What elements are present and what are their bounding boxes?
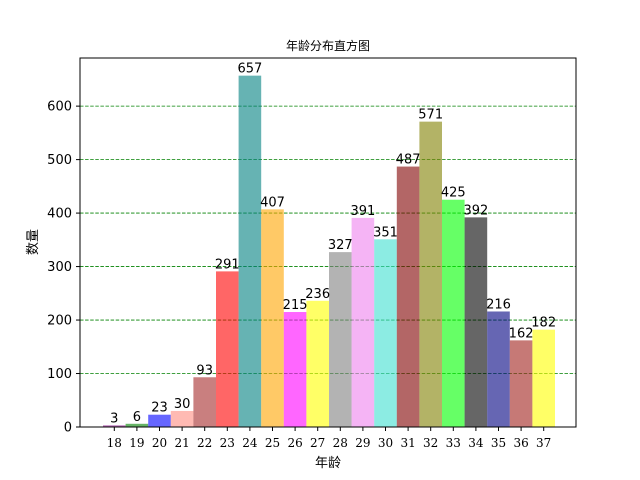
x-tick-label: 27 bbox=[310, 436, 325, 450]
bar-32 bbox=[419, 121, 442, 427]
bar-value-label: 571 bbox=[418, 108, 443, 123]
bar-37 bbox=[532, 329, 555, 427]
x-tick-label: 33 bbox=[446, 436, 461, 450]
bar-26 bbox=[283, 312, 307, 427]
bar-value-label: 391 bbox=[350, 204, 375, 219]
y-tick-label: 100 bbox=[47, 367, 72, 382]
y-tick-label: 500 bbox=[47, 153, 72, 168]
bar-value-label: 236 bbox=[305, 287, 330, 302]
y-tick-label: 200 bbox=[47, 314, 72, 329]
x-tick-label: 22 bbox=[197, 436, 212, 450]
bar-value-label: 392 bbox=[463, 203, 488, 218]
bars bbox=[103, 75, 555, 428]
bar-value-label: 6 bbox=[133, 410, 141, 425]
bar-34 bbox=[464, 217, 488, 427]
x-tick-label: 30 bbox=[378, 436, 393, 450]
x-tick-label: 25 bbox=[265, 436, 280, 450]
x-tick-label: 23 bbox=[220, 436, 235, 450]
bar-value-label: 3 bbox=[110, 411, 118, 426]
bar-value-label: 407 bbox=[260, 195, 285, 210]
bar-value-label: 657 bbox=[237, 62, 262, 77]
x-tick-label: 34 bbox=[468, 436, 484, 450]
chart-title: 年龄分布直方图 bbox=[286, 38, 370, 53]
x-tick-label: 24 bbox=[242, 436, 258, 450]
bar-28 bbox=[329, 252, 352, 427]
y-tick-label: 300 bbox=[47, 260, 72, 275]
x-axis-label: 年龄 bbox=[315, 456, 341, 471]
bar-value-label: 216 bbox=[486, 297, 511, 312]
bar-value-label: 93 bbox=[196, 363, 213, 378]
bar-31 bbox=[396, 166, 420, 428]
bar-22 bbox=[193, 377, 216, 427]
bar-value-label: 162 bbox=[509, 326, 534, 341]
x-tick-label: 26 bbox=[287, 436, 302, 450]
bar-value-label: 23 bbox=[151, 401, 168, 416]
x-tick-label: 28 bbox=[333, 436, 348, 450]
x-tick-label: 32 bbox=[423, 436, 438, 450]
bar-value-label: 327 bbox=[328, 238, 353, 253]
bar-33 bbox=[442, 199, 465, 427]
y-axis-ticks: 0 100 200 300 400 500 600 bbox=[47, 100, 80, 436]
x-tick-label: 18 bbox=[107, 436, 122, 450]
bar-23 bbox=[216, 271, 239, 427]
bar-19 bbox=[125, 423, 149, 427]
bar-value-label: 30 bbox=[174, 397, 191, 412]
bar-20 bbox=[148, 414, 171, 427]
bar-36 bbox=[509, 340, 533, 427]
bar-25 bbox=[261, 209, 284, 427]
x-tick-label: 29 bbox=[355, 436, 370, 450]
bar-24 bbox=[238, 75, 262, 427]
x-tick-label: 37 bbox=[536, 436, 551, 450]
x-tick-label: 20 bbox=[152, 436, 167, 450]
x-tick-label: 21 bbox=[174, 436, 189, 450]
x-tick-label: 19 bbox=[129, 436, 144, 450]
x-tick-label: 36 bbox=[513, 436, 528, 450]
bar-21 bbox=[170, 410, 194, 427]
bar-value-label: 425 bbox=[441, 186, 466, 201]
bar-value-label: 487 bbox=[396, 153, 421, 168]
bar-value-label: 291 bbox=[215, 257, 240, 272]
y-tick-label: 0 bbox=[64, 421, 72, 436]
x-tick-label: 35 bbox=[491, 436, 506, 450]
bar-18 bbox=[103, 425, 126, 427]
bar-value-label: 215 bbox=[283, 298, 308, 313]
y-axis-label: 数量 bbox=[26, 229, 41, 255]
bar-29 bbox=[351, 217, 375, 427]
y-tick-label: 600 bbox=[47, 100, 72, 115]
x-axis-ticks: 18 19 20 21 22 23 24 25 26 27 28 29 30 31 32 33 34 35 36 37 bbox=[107, 427, 551, 450]
bar-30 bbox=[374, 239, 397, 427]
bar-value-label: 351 bbox=[373, 225, 398, 240]
y-tick-label: 400 bbox=[47, 207, 72, 222]
plot-area-frame bbox=[79, 57, 577, 428]
x-tick-label: 31 bbox=[400, 436, 415, 450]
bar-value-label: 182 bbox=[531, 316, 556, 331]
bar-35 bbox=[487, 311, 510, 427]
bar-27 bbox=[306, 300, 329, 427]
